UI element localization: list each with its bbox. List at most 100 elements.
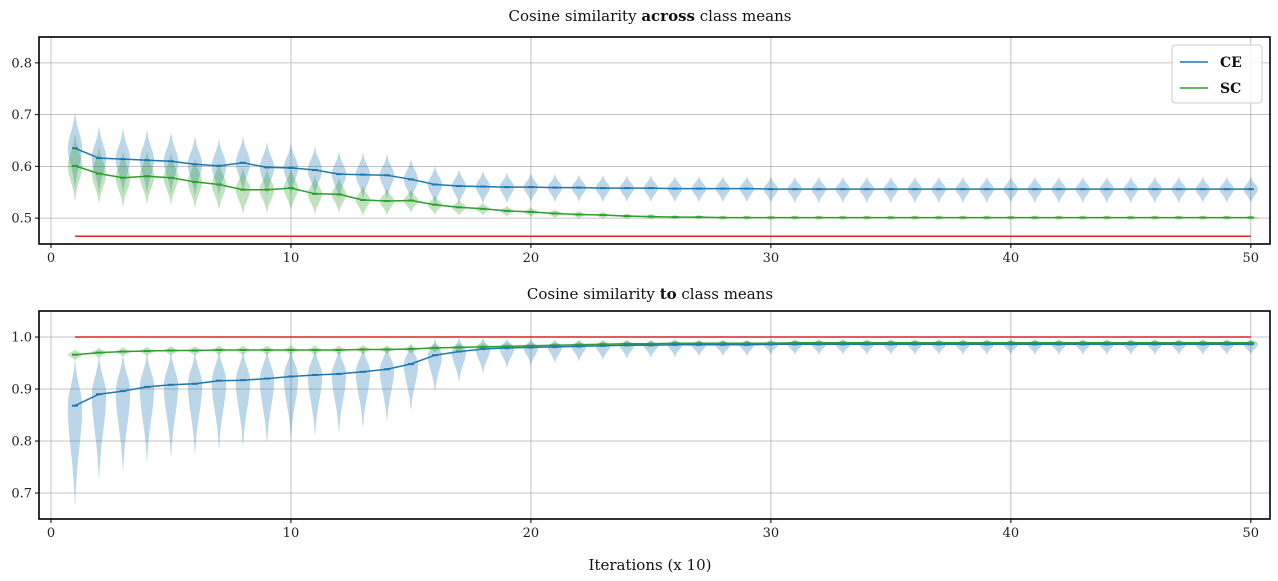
title-part-3: class means: [677, 285, 773, 303]
violin-ce: [427, 339, 443, 391]
title-part-1: Cosine similarity: [509, 7, 642, 25]
plot-area: [67, 336, 1258, 505]
violin-ce: [931, 339, 946, 355]
violin-sc: [211, 162, 227, 210]
violin-sc: [163, 154, 179, 205]
violin-ce: [403, 343, 419, 410]
violin-ce: [355, 347, 371, 427]
x-axis-label: Iterations (x 10): [589, 556, 712, 574]
y-tick-label: 0.6: [11, 160, 32, 175]
violin-ce: [283, 349, 299, 438]
y-tick-label: 0.8: [11, 56, 32, 71]
series-line-ce: [74, 147, 1251, 190]
series-line-sc: [74, 341, 1251, 356]
violin-ce: [1075, 339, 1090, 355]
violin-ce: [1003, 339, 1018, 355]
y-tick-label: 0.7: [11, 108, 32, 123]
violin-ce: [1171, 339, 1186, 355]
violin-ce: [331, 348, 347, 432]
violin-sc: [139, 151, 155, 204]
violin-ce: [67, 361, 83, 505]
series-line-ce: [74, 343, 1251, 407]
violin-ce: [91, 127, 107, 193]
legend-box: [1171, 44, 1263, 104]
violin-ce: [235, 351, 251, 446]
violins-ce: [67, 338, 1258, 505]
y-tick-label: 0.8: [11, 435, 32, 450]
violin-sc: [91, 147, 107, 204]
violin-sc: [187, 159, 203, 208]
violin-ce: [331, 152, 347, 199]
violin-ce: [307, 147, 323, 196]
violin-ce: [835, 339, 850, 355]
plot-area: [67, 113, 1258, 237]
x-tick-label: 40: [1003, 526, 1020, 541]
legend-label-sc: SC: [1220, 81, 1241, 97]
x-tick-label: 30: [763, 251, 780, 266]
violin-ce: [259, 350, 275, 442]
violin-ce: [1195, 339, 1210, 355]
violin-ce: [115, 355, 131, 471]
violin-ce: [451, 338, 467, 382]
y-tick-label: 0.9: [11, 383, 32, 398]
violin-ce: [403, 160, 419, 201]
violin-ce: [211, 139, 227, 196]
chart-title: Cosine similarity to class means: [527, 285, 773, 303]
violin-ce: [283, 144, 299, 195]
violin-ce: [1027, 339, 1042, 355]
panel-to-class-means: Cosine similarity to class means Iterati…: [11, 285, 1271, 574]
violin-ce: [907, 339, 922, 355]
violin-ce: [187, 352, 203, 453]
x-tick-label: 20: [523, 251, 540, 266]
x-tick-label: 10: [283, 526, 300, 541]
violin-ce: [235, 137, 251, 192]
violin-sc: [67, 135, 83, 201]
legend: CE SC: [1171, 44, 1263, 104]
violin-ce: [139, 353, 155, 461]
x-tick-label: 0: [47, 251, 55, 266]
violin-ce: [211, 350, 227, 448]
x-tick-label: 50: [1243, 251, 1260, 266]
violin-ce: [139, 131, 155, 193]
violin-ce: [1051, 339, 1066, 355]
violin-ce: [1219, 339, 1234, 355]
violin-ce: [379, 346, 395, 421]
violin-ce: [1147, 339, 1162, 355]
violin-sc: [307, 176, 323, 214]
x-tick-label: 50: [1243, 526, 1260, 541]
violin-ce: [355, 153, 371, 199]
x-tick-label: 20: [523, 526, 540, 541]
violin-ce: [1099, 339, 1114, 355]
violin-ce: [379, 154, 395, 198]
x-tick-label: 30: [763, 526, 780, 541]
violin-ce: [187, 137, 203, 195]
title-part-2: across: [641, 7, 695, 25]
violin-ce: [67, 113, 83, 188]
violin-ce: [307, 348, 323, 435]
y-tick-label: 0.7: [11, 487, 32, 502]
violin-ce: [427, 166, 443, 205]
series-line-sc: [74, 165, 1251, 219]
violin-sc: [235, 168, 251, 214]
x-tick-label: 0: [47, 526, 55, 541]
plot-frame: [38, 36, 1271, 245]
title-part-2: to: [660, 285, 677, 303]
violin-ce: [811, 339, 826, 355]
x-tick-label: 40: [1003, 251, 1020, 266]
violin-ce: [91, 356, 107, 479]
violin-ce: [859, 339, 874, 355]
violin-ce: [1123, 339, 1138, 355]
x-tick-label: 10: [283, 251, 300, 266]
violin-sc: [259, 169, 275, 213]
legend-label-ce: CE: [1220, 55, 1242, 71]
violin-sc: [115, 152, 131, 207]
violin-ce: [259, 142, 275, 195]
y-tick-label: 1.0: [11, 331, 32, 346]
violin-ce: [1243, 339, 1258, 355]
violin-ce: [979, 339, 994, 355]
plot-frame: [38, 310, 1271, 520]
violin-ce: [115, 129, 131, 193]
title-part-3: class means: [695, 7, 791, 25]
violins-ce: [67, 113, 1258, 205]
